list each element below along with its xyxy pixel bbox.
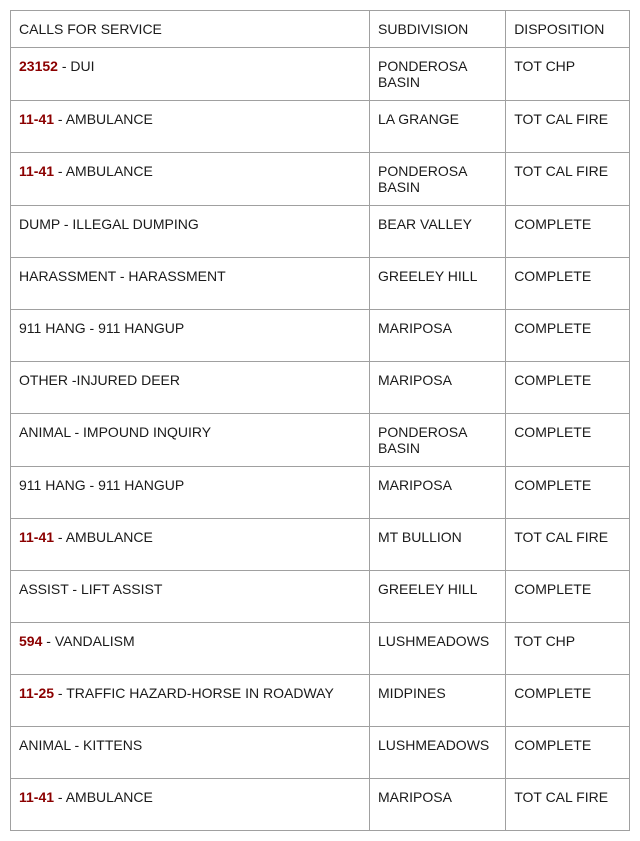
cell-subdivision: GREELEY HILL [370, 571, 506, 623]
table-header-row: CALLS FOR SERVICE SUBDIVISION DISPOSITIO… [11, 11, 630, 48]
call-code: 11-25 [19, 685, 54, 701]
call-code: 594 [19, 633, 42, 649]
cell-disposition: COMPLETE [506, 571, 630, 623]
cell-disposition: TOT CAL FIRE [506, 519, 630, 571]
table-row: 11-41 - AMBULANCELA GRANGETOT CAL FIRE [11, 101, 630, 153]
cell-subdivision: MARIPOSA [370, 362, 506, 414]
cell-subdivision: LUSHMEADOWS [370, 623, 506, 675]
cell-disposition: TOT CAL FIRE [506, 779, 630, 831]
call-description: DUI [70, 58, 94, 74]
column-header-calls: CALLS FOR SERVICE [11, 11, 370, 48]
cell-subdivision: LUSHMEADOWS [370, 727, 506, 779]
call-description: AMBULANCE [66, 789, 153, 805]
table-row: 11-41 - AMBULANCEPONDEROSA BASINTOT CAL … [11, 153, 630, 206]
cell-disposition: COMPLETE [506, 414, 630, 467]
cell-subdivision: MARIPOSA [370, 467, 506, 519]
table-row: 11-41 - AMBULANCEMARIPOSATOT CAL FIRE [11, 779, 630, 831]
cell-subdivision: LA GRANGE [370, 101, 506, 153]
table-row: ANIMAL - IMPOUND INQUIRY PONDEROSA BASINC… [11, 414, 630, 467]
cell-subdivision: MARIPOSA [370, 310, 506, 362]
cell-call-for-service: 11-25 - TRAFFIC HAZARD-HORSE IN ROADWAY [11, 675, 370, 727]
cell-call-for-service: 11-41 - AMBULANCE [11, 153, 370, 206]
cell-subdivision: BEAR VALLEY [370, 206, 506, 258]
table-row: 911 HANG - 911 HANGUP MARIPOSACOMPLETE [11, 310, 630, 362]
cell-call-for-service: 11-41 - AMBULANCE [11, 101, 370, 153]
call-code: 11-41 [19, 111, 54, 127]
call-code: 23152 [19, 58, 58, 74]
table-row: DUMP - ILLEGAL DUMPING BEAR VALLEYCOMPLET… [11, 206, 630, 258]
cell-call-for-service: 594 - VANDALISM [11, 623, 370, 675]
table-row: ANIMAL - KITTENS LUSHMEADOWSCOMPLETE [11, 727, 630, 779]
cell-call-for-service: 23152 - DUI [11, 48, 370, 101]
table-row: OTHER -INJURED DEER MARIPOSACOMPLETE [11, 362, 630, 414]
cell-subdivision: GREELEY HILL [370, 258, 506, 310]
cell-disposition: COMPLETE [506, 467, 630, 519]
cell-disposition: TOT CHP [506, 623, 630, 675]
table-row: 11-41 - AMBULANCEMT BULLIONTOT CAL FIRE [11, 519, 630, 571]
cell-call-for-service: ANIMAL - IMPOUND INQUIRY [11, 414, 370, 467]
cell-disposition: TOT CAL FIRE [506, 101, 630, 153]
cell-subdivision: MARIPOSA [370, 779, 506, 831]
table-row: 594 - VANDALISMLUSHMEADOWSTOT CHP [11, 623, 630, 675]
cell-call-for-service: ANIMAL - KITTENS [11, 727, 370, 779]
table-body: 23152 - DUIPONDEROSA BASINTOT CHP11-41 -… [11, 48, 630, 831]
call-description: ANIMAL - KITTENS [19, 737, 142, 753]
cell-subdivision: MT BULLION [370, 519, 506, 571]
table-row: 11-25 - TRAFFIC HAZARD-HORSE IN ROADWAYM… [11, 675, 630, 727]
cell-subdivision: MIDPINES [370, 675, 506, 727]
call-description: OTHER -INJURED DEER [19, 372, 180, 388]
call-description: 911 HANG - 911 HANGUP [19, 320, 184, 336]
cell-disposition: COMPLETE [506, 362, 630, 414]
cell-disposition: COMPLETE [506, 310, 630, 362]
column-header-subdivision: SUBDIVISION [370, 11, 506, 48]
cell-disposition: TOT CHP [506, 48, 630, 101]
call-description: HARASSMENT - HARASSMENT [19, 268, 226, 284]
table-row: 911 HANG - 911 HANGUP MARIPOSACOMPLETE [11, 467, 630, 519]
cell-disposition: COMPLETE [506, 727, 630, 779]
call-code: 11-41 [19, 163, 54, 179]
cell-call-for-service: 11-41 - AMBULANCE [11, 779, 370, 831]
call-description: ASSIST - LIFT ASSIST [19, 581, 162, 597]
call-description: AMBULANCE [66, 529, 153, 545]
call-description: AMBULANCE [66, 111, 153, 127]
cell-call-for-service: 911 HANG - 911 HANGUP [11, 467, 370, 519]
cell-call-for-service: HARASSMENT - HARASSMENT [11, 258, 370, 310]
cell-disposition: COMPLETE [506, 675, 630, 727]
cell-disposition: COMPLETE [506, 258, 630, 310]
call-code: 11-41 [19, 529, 54, 545]
call-code: 11-41 [19, 789, 54, 805]
call-description: 911 HANG - 911 HANGUP [19, 477, 184, 493]
cell-subdivision: PONDEROSA BASIN [370, 153, 506, 206]
call-description: AMBULANCE [66, 163, 153, 179]
cell-call-for-service: 911 HANG - 911 HANGUP [11, 310, 370, 362]
calls-for-service-table: CALLS FOR SERVICE SUBDIVISION DISPOSITIO… [10, 10, 630, 831]
cell-call-for-service: OTHER -INJURED DEER [11, 362, 370, 414]
table-row: ASSIST - LIFT ASSIST GREELEY HILLCOMPLETE [11, 571, 630, 623]
call-description: TRAFFIC HAZARD-HORSE IN ROADWAY [66, 685, 334, 701]
cell-call-for-service: DUMP - ILLEGAL DUMPING [11, 206, 370, 258]
cell-call-for-service: ASSIST - LIFT ASSIST [11, 571, 370, 623]
cell-call-for-service: 11-41 - AMBULANCE [11, 519, 370, 571]
cell-disposition: TOT CAL FIRE [506, 153, 630, 206]
cell-disposition: COMPLETE [506, 206, 630, 258]
table-row: 23152 - DUIPONDEROSA BASINTOT CHP [11, 48, 630, 101]
column-header-disposition: DISPOSITION [506, 11, 630, 48]
cell-subdivision: PONDEROSA BASIN [370, 414, 506, 467]
cell-subdivision: PONDEROSA BASIN [370, 48, 506, 101]
call-description: VANDALISM [55, 633, 135, 649]
table-row: HARASSMENT - HARASSMENT GREELEY HILLCOMPL… [11, 258, 630, 310]
call-description: ANIMAL - IMPOUND INQUIRY [19, 424, 211, 440]
call-description: DUMP - ILLEGAL DUMPING [19, 216, 199, 232]
